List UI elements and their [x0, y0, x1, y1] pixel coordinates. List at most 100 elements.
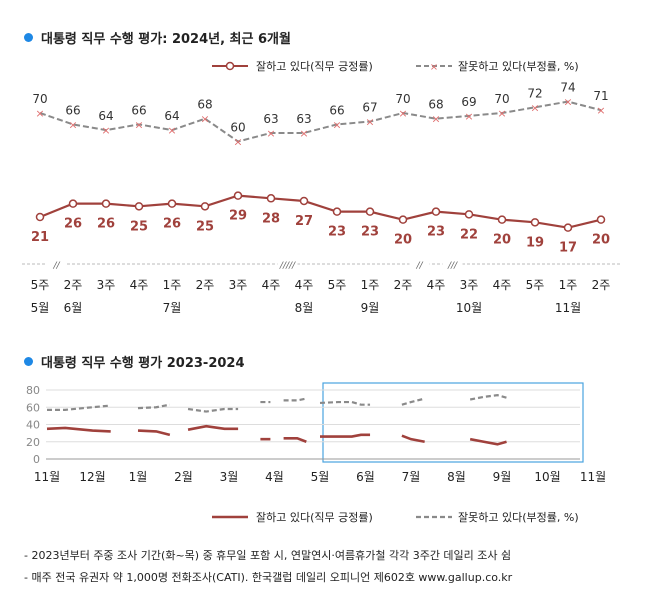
- approve-point: [398, 215, 408, 224]
- legend-disapprove-marker: ×: [430, 62, 438, 73]
- disapprove-point: ×: [365, 116, 374, 129]
- axis-break-mark: /////: [279, 261, 296, 271]
- disapprove-segment: [137, 403, 171, 410]
- approve-value-label: 25: [130, 219, 148, 234]
- x-month-label: 5월: [311, 470, 330, 484]
- chart2-svg: 0 20 40 60 80 11월 12월 1월 2월 3월 4월 5월 6월 7월 8월 9월 10월 11월잘…: [26, 382, 606, 524]
- disapprove-point: ×: [332, 118, 341, 131]
- legend-disapprove-label: 잘못하고 있다(부정률, %): [458, 59, 579, 73]
- x-month-label: 2월: [174, 470, 193, 484]
- approve-value-label: 20: [493, 233, 511, 248]
- x-week-label: 3주: [97, 278, 116, 292]
- disapprove-point: ×: [167, 124, 176, 137]
- disapprove-value-label: 70: [32, 92, 47, 106]
- approve-segment: [283, 437, 307, 443]
- approve-point: [365, 207, 375, 216]
- disapprove-segment: [47, 404, 111, 411]
- x-week-label: 5주: [31, 278, 50, 292]
- x-month-label: 11월: [34, 470, 60, 484]
- disapprove-point: ×: [233, 136, 242, 149]
- disapprove-value-label: 66: [65, 103, 80, 117]
- legend-approve-label: 잘하고 있다(직무 긍정률): [256, 510, 373, 524]
- approve-point: [167, 199, 177, 208]
- approve-value-label: 22: [460, 227, 478, 242]
- approve-point: [530, 218, 540, 227]
- approve-segment: [320, 433, 371, 438]
- disapprove-point: ×: [431, 113, 440, 126]
- disapprove-value-label: 68: [428, 98, 443, 112]
- approve-point: [464, 210, 474, 219]
- approve-value-label: 26: [97, 217, 115, 232]
- disapprove-point: ×: [134, 118, 143, 131]
- disapprove-point: ×: [68, 118, 77, 131]
- approve-point: [101, 199, 111, 208]
- disapprove-point: ×: [101, 124, 110, 137]
- approve-point: [134, 202, 144, 211]
- disapprove-value-label: 68: [197, 98, 212, 112]
- disapprove-segment: [187, 407, 239, 413]
- x-month-label: 5월: [31, 301, 50, 315]
- approve-value-label: 19: [526, 235, 544, 250]
- y-tick-label: 60: [26, 401, 40, 414]
- approve-value-label: 23: [427, 225, 445, 240]
- chart2-title-text: 대통령 직무 수행 평가 2023-2024: [41, 356, 245, 371]
- axis-break-gap: [442, 259, 463, 269]
- x-month-label: 10월: [534, 470, 560, 484]
- x-week-label: 5주: [526, 278, 545, 292]
- y-tick-label: 20: [26, 436, 40, 449]
- approve-point: [497, 215, 507, 224]
- approve-value-label: 26: [163, 217, 181, 232]
- x-week-label: 2주: [592, 278, 611, 292]
- x-month-label: 9월: [361, 301, 380, 315]
- x-month-label: 6월: [64, 301, 83, 315]
- x-month-label: 8월: [295, 301, 314, 315]
- x-week-label: 1주: [559, 278, 578, 292]
- disapprove-value-label: 72: [527, 86, 542, 100]
- disapprove-value-label: 70: [494, 92, 509, 106]
- x-month-label: 3월: [220, 470, 239, 484]
- approve-point: [563, 223, 573, 232]
- approve-value-label: 26: [64, 217, 82, 232]
- approve-point: [266, 194, 276, 203]
- legend-approve-label: 잘하고 있다(직무 긍정률): [256, 59, 373, 73]
- x-week-label: 1주: [361, 278, 380, 292]
- y-tick-label: 40: [26, 419, 40, 432]
- chart1-svg: 잘하고 있다(직무 긍정률) × 잘못하고 있다(부정률, %)×70×66×64×…: [22, 59, 622, 315]
- disapprove-value-label: 63: [263, 112, 278, 126]
- disapprove-point: ×: [464, 110, 473, 123]
- disapprove-point: ×: [299, 127, 308, 140]
- approve-value-label: 23: [361, 225, 379, 240]
- y-tick-label: 80: [26, 384, 40, 397]
- disapprove-segment: [283, 397, 307, 402]
- disapprove-value-label: 70: [395, 92, 410, 106]
- bullet-dot-icon: [24, 357, 33, 366]
- approve-segment: [137, 429, 171, 437]
- axis-break-gap: [46, 259, 67, 269]
- x-month-label: 7월: [163, 301, 182, 315]
- x-week-label: 4주: [295, 278, 314, 292]
- approve-value-label: 27: [295, 214, 313, 229]
- disapprove-value-label: 64: [98, 109, 113, 123]
- footnote-1: - 2023년부터 주중 조사 기간(화~목) 중 휴무일 포함 시, 연말연시…: [24, 549, 512, 562]
- disapprove-value-label: 66: [131, 103, 146, 117]
- disapprove-segment: [469, 394, 507, 401]
- footnote-2: - 매주 전국 유권자 약 1,000명 전화조사(CATI). 한국갤럽 데일…: [24, 571, 513, 584]
- approve-value-label: 20: [592, 233, 610, 248]
- approve-segment: [469, 437, 507, 446]
- x-week-label: 1주: [163, 278, 182, 292]
- approve-point: [299, 196, 309, 206]
- approve-point: [200, 202, 210, 211]
- approve-point: [68, 199, 78, 208]
- x-month-label: 7월: [402, 470, 421, 484]
- x-month-label: 11월: [580, 470, 606, 484]
- axis-break-gap: [409, 259, 430, 269]
- x-month-label: 1월: [129, 470, 148, 484]
- disapprove-point: ×: [530, 101, 539, 114]
- approve-segment: [187, 424, 239, 431]
- disapprove-point: ×: [497, 107, 506, 120]
- axis-break-gap: [277, 259, 298, 269]
- legend-disapprove-label: 잘못하고 있다(부정률, %): [458, 510, 579, 524]
- x-month-label: 6월: [356, 470, 375, 484]
- x-week-label: 4주: [493, 278, 512, 292]
- disapprove-segment: [319, 400, 371, 406]
